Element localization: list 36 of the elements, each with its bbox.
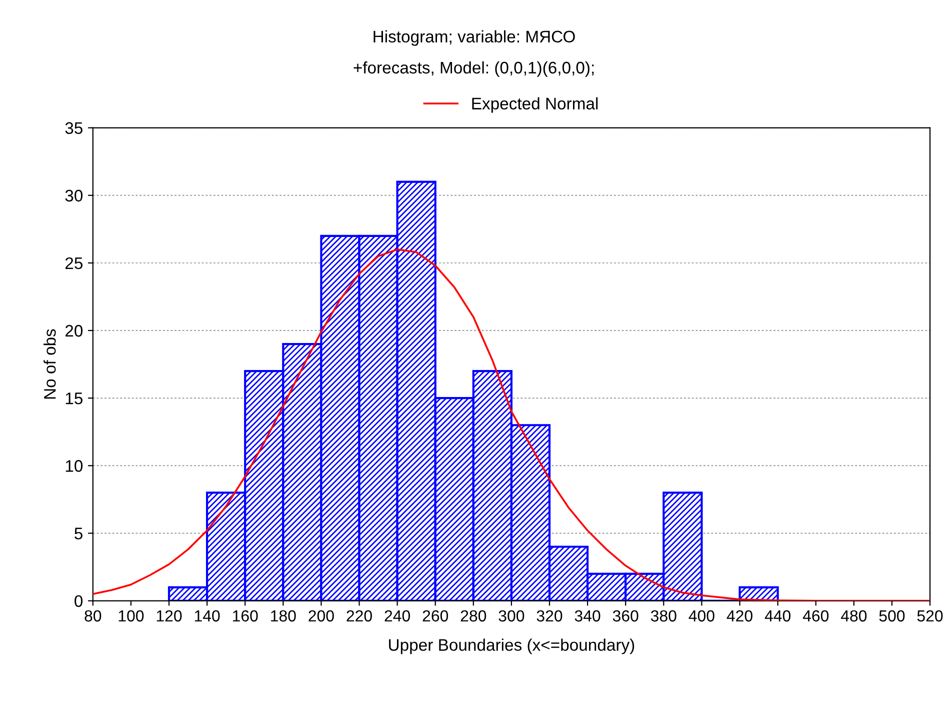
- y-tick-label: 20: [65, 324, 83, 337]
- y-tick-label: 10: [66, 460, 83, 472]
- legend-label: Expected Normal: [472, 97, 598, 113]
- chart-subtitle: +forecasts, Model: (0,0,1)(6,0,0);: [354, 61, 594, 77]
- y-tick-label: 25: [65, 257, 82, 270]
- x-tick-label: 480: [840, 610, 867, 622]
- x-tick-label: 520: [917, 610, 943, 622]
- x-tick-label: 160: [232, 610, 258, 622]
- y-tick-label: 15: [66, 392, 82, 404]
- x-tick-label: 240: [384, 610, 410, 622]
- x-tick-label: 400: [688, 610, 714, 622]
- chart-title: Histogram; variable: МЯСО: [374, 30, 575, 46]
- y-tick-label: 30: [65, 190, 83, 202]
- x-tick-label: 300: [498, 610, 524, 622]
- x-tick-label: 140: [194, 610, 220, 622]
- x-tick-label: 260: [422, 610, 448, 622]
- y-tick-label: 35: [65, 122, 82, 134]
- x-tick-label: 440: [764, 610, 790, 622]
- x-tick-label: 500: [879, 610, 905, 622]
- x-tick-label: 100: [118, 610, 144, 622]
- x-tick-label: 320: [536, 610, 562, 622]
- x-axis-title: Upper Boundaries (x<=boundary): [389, 638, 634, 654]
- y-tick-label: 5: [74, 528, 82, 540]
- x-tick-label: 180: [271, 610, 296, 622]
- x-tick-label: 340: [574, 610, 600, 622]
- y-tick-label: 0: [74, 595, 83, 608]
- x-tick-label: 460: [802, 610, 829, 622]
- x-tick-label: 420: [726, 610, 752, 622]
- x-tick-label: 280: [460, 610, 486, 622]
- x-tick-label: 220: [346, 610, 372, 622]
- x-tick-label: 380: [650, 610, 676, 622]
- x-tick-label: 120: [156, 610, 182, 622]
- y-axis-title: No of obs: [44, 329, 56, 399]
- x-tick-label: 360: [612, 610, 638, 622]
- x-tick-label: 200: [308, 610, 334, 622]
- x-tick-label: 80: [84, 610, 102, 622]
